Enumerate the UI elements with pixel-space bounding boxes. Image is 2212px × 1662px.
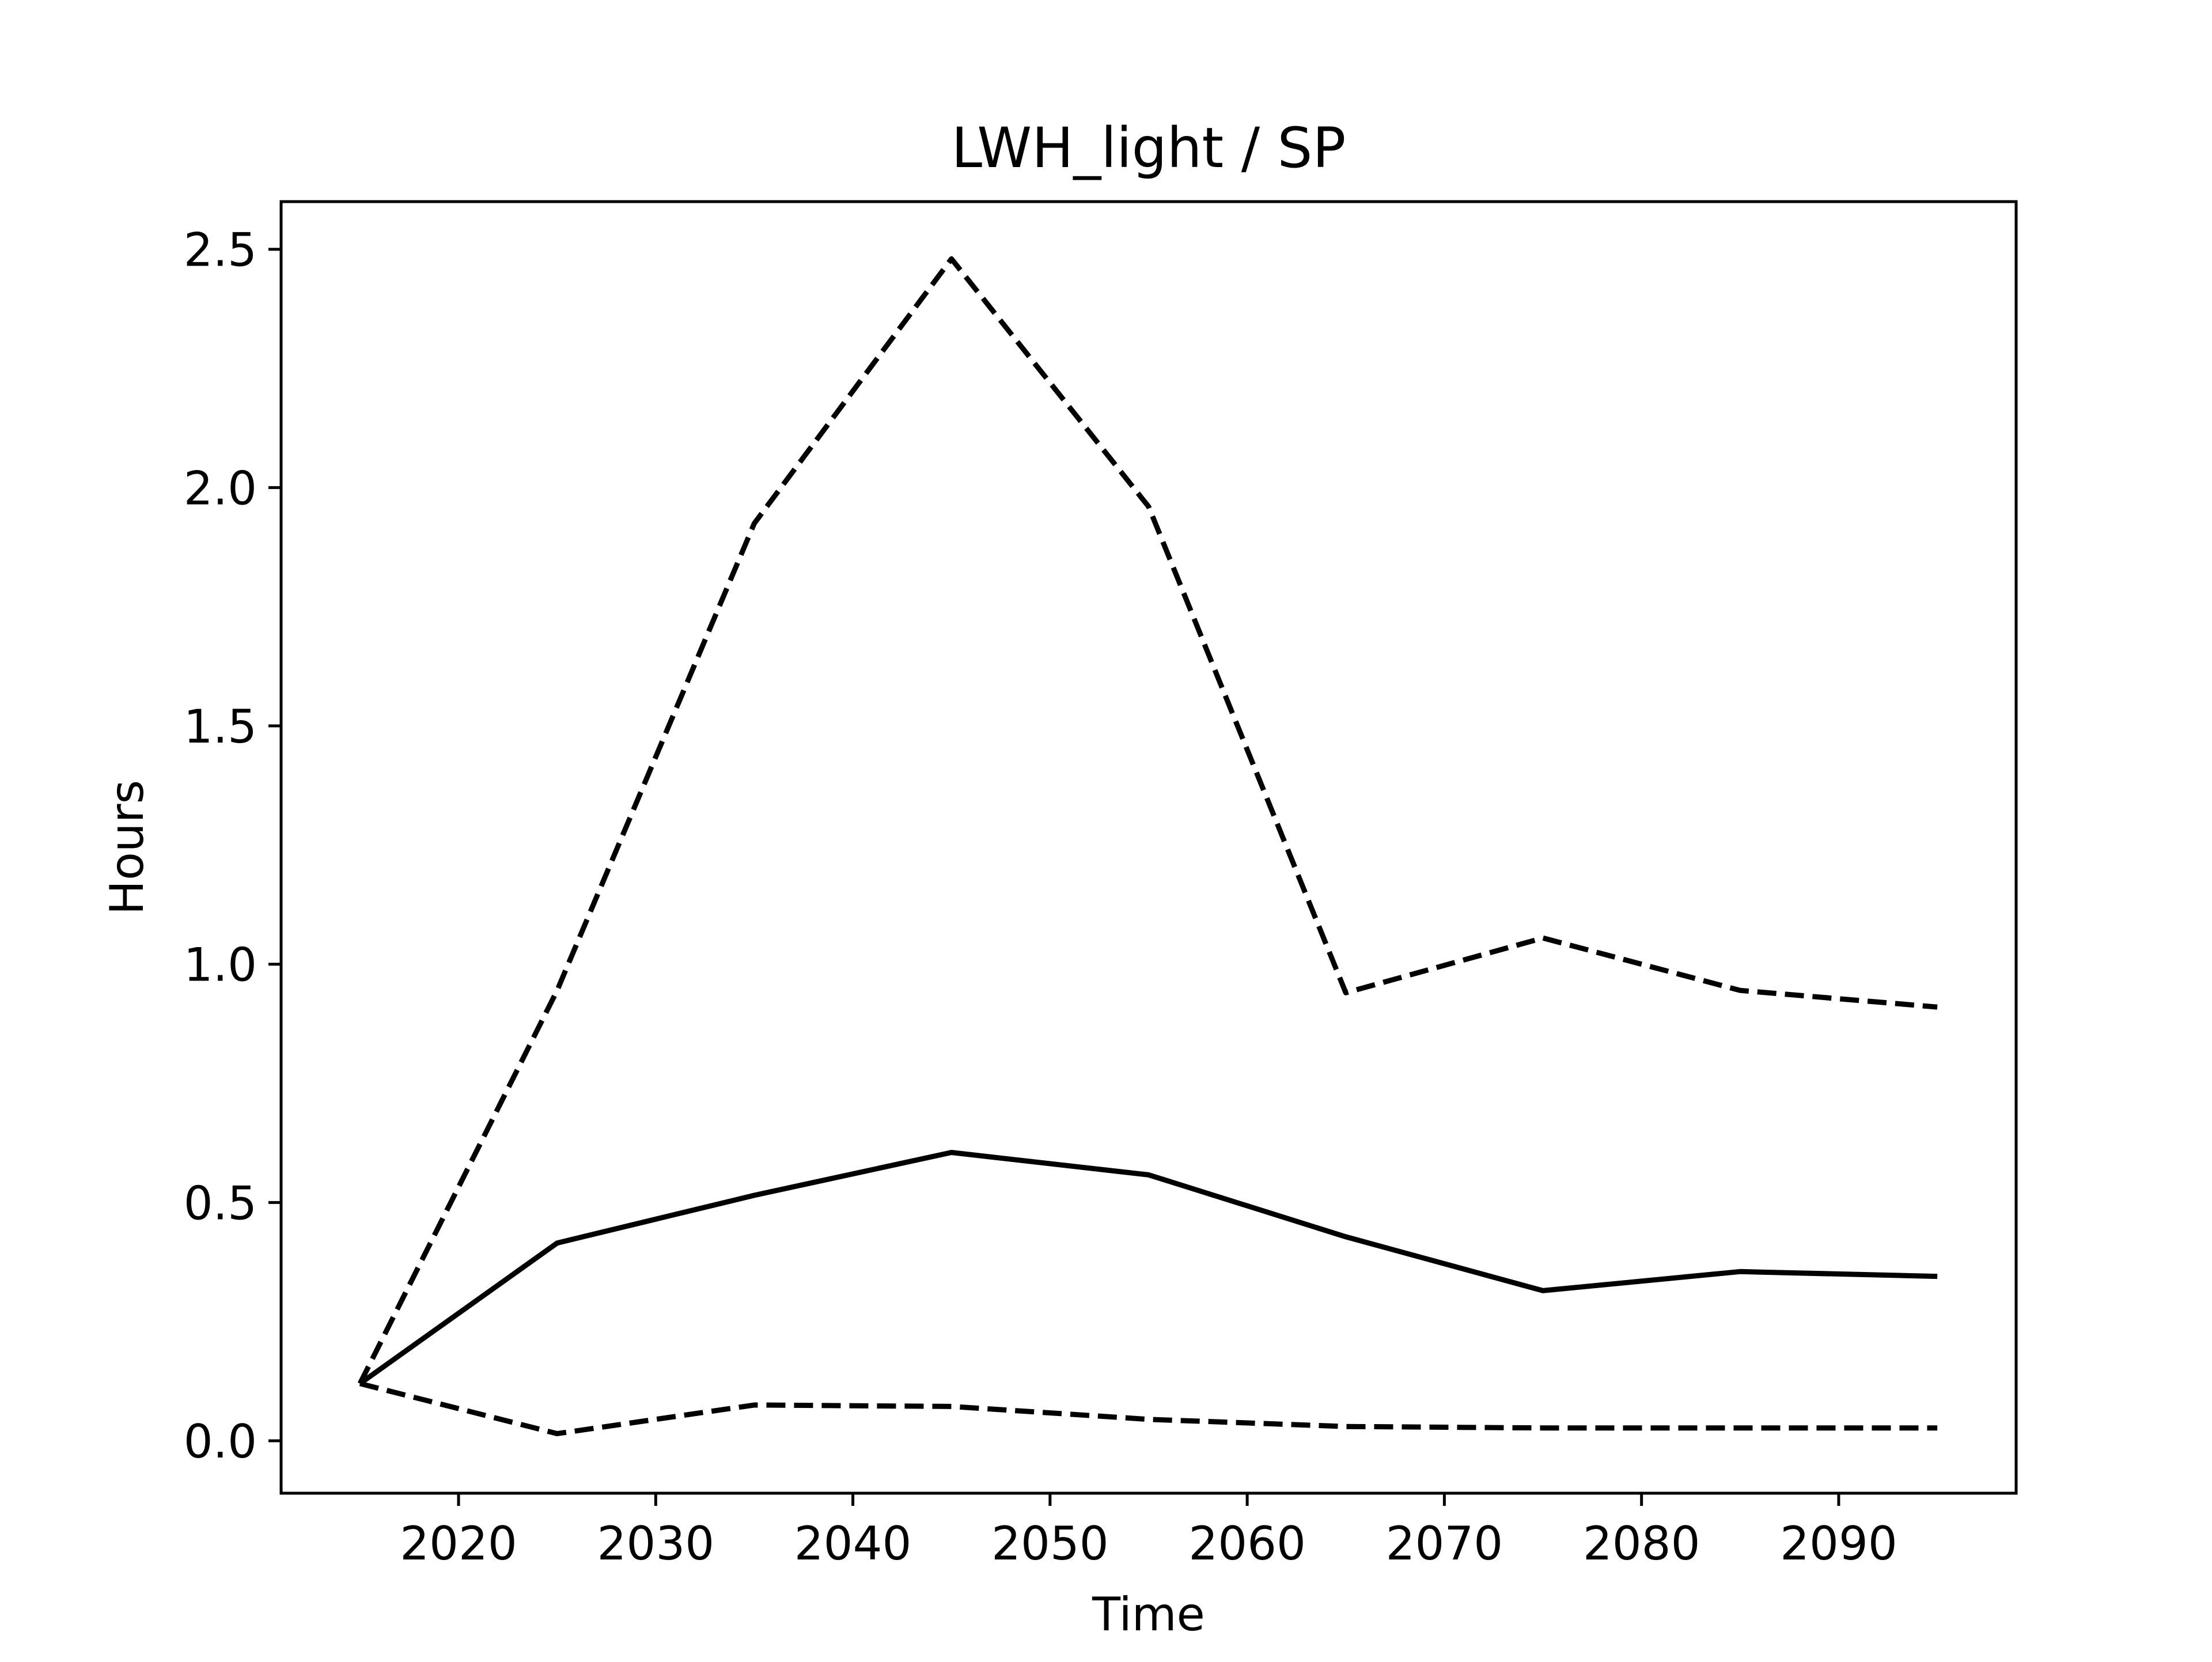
data-point <box>754 1404 755 1405</box>
x-tick-label: 2030 <box>597 1517 715 1570</box>
x-tick-label: 2020 <box>400 1517 517 1570</box>
data-point <box>1937 1276 1938 1277</box>
upper-bound-dashed-line <box>357 256 1938 1385</box>
x-tick-label: 2060 <box>1188 1517 1306 1570</box>
data-point <box>951 1406 952 1407</box>
central-solid-line <box>358 1150 1938 1386</box>
y-tick-label: 0.0 <box>184 1415 257 1468</box>
x-tick-label: 2050 <box>991 1517 1109 1570</box>
y-tick-label: 2.5 <box>184 224 257 277</box>
data-point <box>557 1433 558 1434</box>
y-tick-label: 2.0 <box>184 461 257 515</box>
axes-frame <box>279 200 2018 1495</box>
x-tick-label: 2080 <box>1583 1517 1700 1570</box>
x-axis-label: Time <box>1092 1588 1205 1641</box>
data-point <box>1937 1007 1938 1008</box>
y-tick-label: 1.5 <box>184 700 257 754</box>
data-point <box>951 1152 952 1153</box>
y-tick-label: 0.5 <box>184 1176 257 1230</box>
y-axis: 0.0 0.5 1.0 1.5 2.0 2.5 <box>184 224 281 1468</box>
data-point <box>754 523 755 524</box>
x-axis: 2020 2030 2040 2050 2060 2070 2080 2090 <box>400 1493 1897 1570</box>
y-tick-label: 1.0 <box>184 938 257 992</box>
chart-title: LWH_light / SP <box>952 116 1346 180</box>
x-tick-label: 2040 <box>794 1517 912 1570</box>
data-point <box>359 1383 360 1384</box>
x-tick-label: 2070 <box>1386 1517 1503 1570</box>
y-axis-label: Hours <box>100 780 154 915</box>
x-tick-label: 2090 <box>1780 1517 1897 1570</box>
data-point <box>557 990 558 991</box>
plot-area <box>357 256 1938 1437</box>
